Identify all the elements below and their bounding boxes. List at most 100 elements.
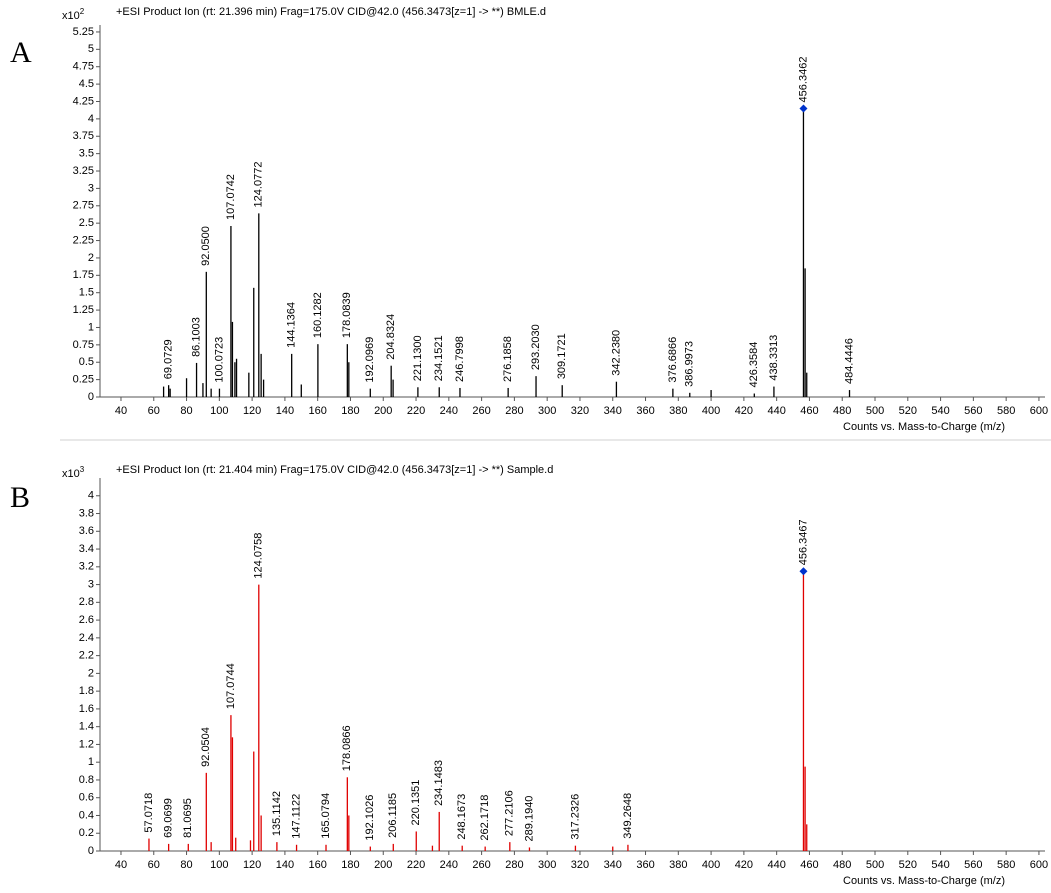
- y-tick-label: 1.6: [79, 703, 94, 715]
- x-tick-label: 260: [472, 405, 490, 417]
- peak-label: 204.8324: [385, 314, 397, 360]
- y-tick-label: 1.4: [79, 721, 94, 733]
- peak-label: 234.1483: [433, 760, 445, 806]
- x-tick-label: 40: [115, 405, 127, 417]
- y-tick-label: 3.4: [79, 543, 94, 555]
- y-tick-label: 1.25: [73, 304, 94, 316]
- x-tick-label: 520: [899, 859, 917, 871]
- x-tick-label: 40: [115, 859, 127, 871]
- peak-label: 81.0695: [182, 798, 194, 838]
- peak-label: 165.0794: [320, 793, 332, 839]
- x-axis-title: Counts vs. Mass-to-Charge (m/z): [843, 421, 1005, 433]
- peak-label: 234.1521: [433, 335, 445, 381]
- x-tick-label: 140: [276, 859, 294, 871]
- y-tick-label: 1.8: [79, 685, 94, 697]
- peak-label: 147.1122: [290, 794, 302, 839]
- x-tick-label: 180: [341, 859, 359, 871]
- y-tick-label: 2.8: [79, 596, 94, 608]
- peak-label: 438.3313: [768, 335, 780, 381]
- y-tick-label: 2: [88, 667, 94, 679]
- x-tick-label: 500: [866, 859, 884, 871]
- x-tick-label: 300: [538, 859, 556, 871]
- x-tick-label: 440: [767, 405, 785, 417]
- x-tick-label: 100: [210, 859, 228, 871]
- peak-label: 144.1364: [286, 302, 298, 348]
- peak-label: 386.9973: [684, 341, 696, 387]
- y-multiplier-exponent: 3: [80, 465, 85, 474]
- x-tick-label: 60: [148, 859, 160, 871]
- y-tick-label: 0: [88, 845, 94, 857]
- x-tick-label: 160: [309, 405, 327, 417]
- x-tick-label: 120: [243, 859, 261, 871]
- x-tick-label: 280: [505, 405, 523, 417]
- peak-label: 178.0866: [341, 725, 353, 771]
- y-tick-label: 4.75: [73, 61, 94, 73]
- y-tick-label: 2.2: [79, 650, 94, 662]
- y-tick-label: 2: [88, 252, 94, 264]
- x-tick-label: 280: [505, 859, 523, 871]
- peak-label: 317.2326: [569, 794, 581, 840]
- x-tick-label: 200: [374, 405, 392, 417]
- peak-label: 178.0839: [341, 292, 353, 338]
- y-multiplier-exponent: 2: [80, 7, 85, 16]
- peak-label: 248.1673: [456, 794, 468, 840]
- peak-label: 309.1721: [556, 333, 568, 379]
- peak-label: 221.1300: [412, 335, 424, 381]
- peak-label: 192.0969: [364, 337, 376, 383]
- x-tick-label: 80: [180, 859, 192, 871]
- x-tick-label: 600: [1030, 405, 1048, 417]
- y-tick-label: 3.2: [79, 561, 94, 573]
- x-tick-label: 320: [571, 859, 589, 871]
- peak-label: 206.1185: [387, 793, 399, 838]
- x-tick-label: 320: [571, 405, 589, 417]
- peak-label: 135.1142: [271, 791, 283, 836]
- x-tick-label: 400: [702, 859, 720, 871]
- y-tick-label: 2.6: [79, 614, 94, 626]
- x-tick-label: 360: [636, 859, 654, 871]
- chart-title: +ESI Product Ion (rt: 21.404 min) Frag=1…: [116, 464, 553, 476]
- y-tick-label: 0.8: [79, 774, 94, 786]
- x-tick-label: 380: [669, 405, 687, 417]
- peak-label: 456.3467: [797, 519, 809, 565]
- y-tick-label: 0.6: [79, 792, 94, 804]
- peak-label: 293.2030: [530, 324, 542, 370]
- x-tick-label: 380: [669, 859, 687, 871]
- peak-label: 69.0699: [163, 798, 175, 838]
- peak-label: 107.0744: [225, 663, 237, 709]
- y-tick-label: 4.5: [79, 78, 94, 90]
- x-tick-label: 120: [243, 405, 261, 417]
- peak-label: 220.1351: [410, 780, 422, 826]
- peak-label: 192.1026: [364, 795, 376, 841]
- peak-label: 86.1003: [190, 317, 202, 357]
- peak-label: 92.0504: [200, 727, 212, 767]
- y-tick-label: 4: [88, 113, 94, 125]
- y-tick-label: 3.8: [79, 507, 94, 519]
- y-tick-label: 1: [88, 756, 94, 768]
- peak-label: 342.2380: [610, 330, 622, 376]
- peak-label: 124.0758: [253, 533, 265, 579]
- y-tick-label: 1.75: [73, 269, 94, 281]
- peak-label: 262.1718: [479, 795, 491, 841]
- x-tick-label: 180: [341, 405, 359, 417]
- peak-label: 426.3584: [748, 342, 760, 388]
- x-tick-label: 220: [407, 859, 425, 871]
- peak-label: 289.1940: [523, 796, 535, 842]
- peak-label: 69.0729: [163, 339, 175, 379]
- y-tick-label: 3: [88, 578, 94, 590]
- peak-label: 456.3462: [797, 57, 809, 103]
- y-multiplier-base: x10: [62, 10, 80, 22]
- peak-label: 376.6866: [667, 337, 679, 383]
- x-tick-label: 540: [931, 405, 949, 417]
- peak-marker: [799, 567, 808, 576]
- peak-label: 349.2648: [622, 793, 634, 839]
- x-tick-label: 80: [180, 405, 192, 417]
- x-tick-label: 460: [800, 859, 818, 871]
- x-tick-label: 340: [604, 859, 622, 871]
- y-tick-label: 3.75: [73, 130, 94, 142]
- x-tick-label: 580: [997, 405, 1015, 417]
- y-tick-label: 0.5: [79, 356, 94, 368]
- x-tick-label: 340: [604, 405, 622, 417]
- x-tick-label: 100: [210, 405, 228, 417]
- x-tick-label: 240: [440, 405, 458, 417]
- x-tick-label: 400: [702, 405, 720, 417]
